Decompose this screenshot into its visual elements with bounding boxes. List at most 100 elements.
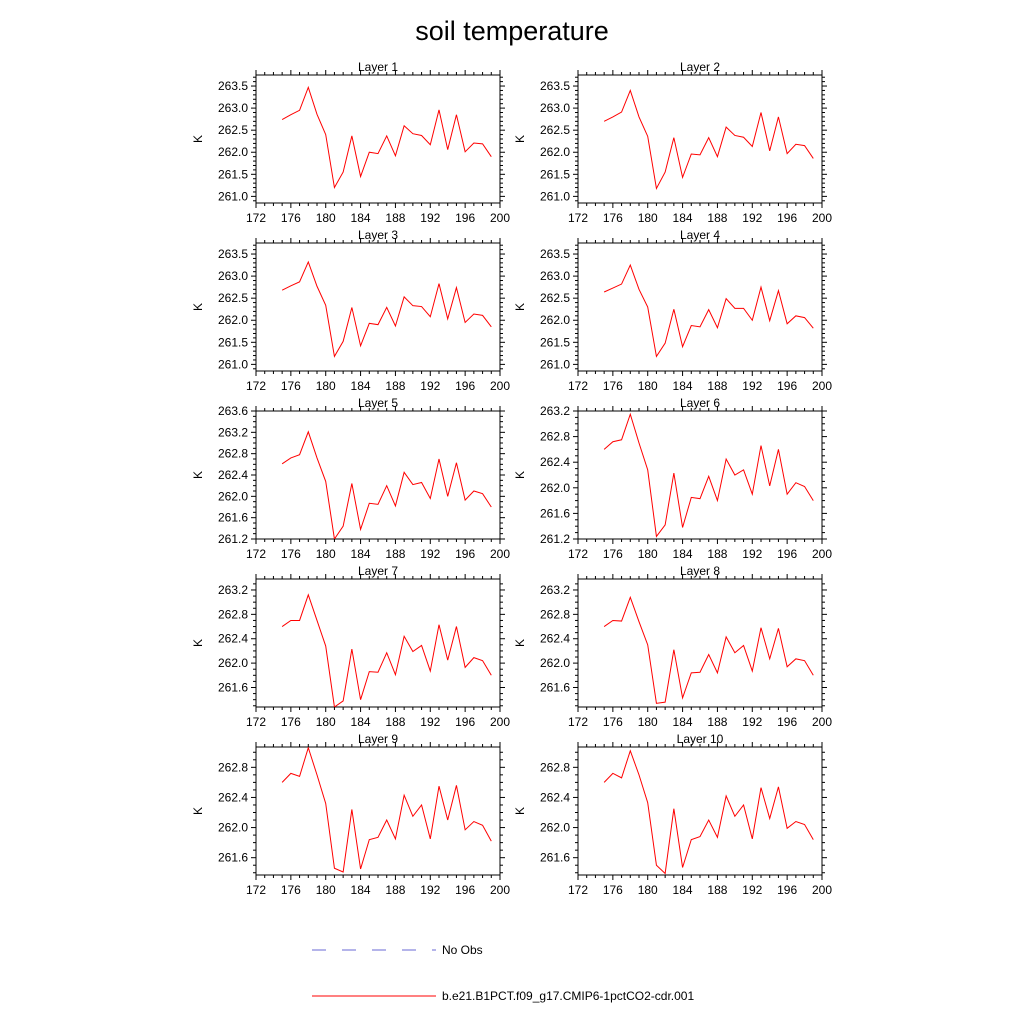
x-tick-label: 180 bbox=[638, 211, 658, 225]
x-tick-label: 184 bbox=[673, 715, 693, 729]
y-tick-label: 261.5 bbox=[540, 335, 570, 349]
x-tick-label: 200 bbox=[490, 883, 510, 897]
x-tick-label: 176 bbox=[603, 883, 623, 897]
x-tick-label: 176 bbox=[281, 883, 301, 897]
panel-title: Layer 4 bbox=[680, 228, 720, 242]
y-axis-label: K bbox=[513, 639, 527, 647]
panel-title: Layer 6 bbox=[680, 396, 720, 410]
y-tick-label: 261.6 bbox=[218, 511, 248, 525]
y-tick-label: 261.0 bbox=[218, 357, 248, 371]
x-tick-label: 184 bbox=[351, 379, 371, 393]
x-tick-label: 180 bbox=[638, 379, 658, 393]
x-tick-label: 196 bbox=[777, 547, 797, 561]
y-tick-label: 262.0 bbox=[540, 313, 570, 327]
x-tick-label: 180 bbox=[316, 547, 336, 561]
x-tick-label: 172 bbox=[246, 211, 266, 225]
x-tick-label: 184 bbox=[351, 547, 371, 561]
y-axis-label: K bbox=[513, 807, 527, 815]
x-tick-label: 180 bbox=[638, 883, 658, 897]
x-tick-label: 196 bbox=[777, 883, 797, 897]
x-tick-label: 188 bbox=[385, 715, 405, 729]
x-tick-label: 192 bbox=[420, 715, 440, 729]
x-tick-label: 188 bbox=[707, 715, 727, 729]
y-tick-label: 263.0 bbox=[218, 101, 248, 115]
x-tick-label: 180 bbox=[316, 379, 336, 393]
y-tick-label: 261.0 bbox=[218, 189, 248, 203]
legend-obs-label: No Obs bbox=[442, 943, 483, 957]
x-tick-label: 180 bbox=[638, 715, 658, 729]
plot-frame bbox=[255, 242, 501, 372]
x-tick-label: 188 bbox=[707, 379, 727, 393]
x-tick-label: 200 bbox=[812, 379, 832, 393]
x-tick-label: 188 bbox=[707, 883, 727, 897]
panel-4: Layer 4 K 172 176 180 184 188 192 196 200 261.0 261… bbox=[513, 228, 832, 393]
x-tick-label: 184 bbox=[673, 547, 693, 561]
y-tick-label: 261.5 bbox=[540, 167, 570, 181]
y-tick-label: 262.8 bbox=[540, 607, 570, 621]
x-tick-label: 200 bbox=[490, 715, 510, 729]
y-tick-label: 262.0 bbox=[218, 821, 248, 835]
x-tick-label: 192 bbox=[742, 379, 762, 393]
y-axis-label: K bbox=[513, 471, 527, 479]
x-tick-label: 192 bbox=[420, 379, 440, 393]
x-tick-label: 188 bbox=[385, 547, 405, 561]
x-tick-label: 172 bbox=[246, 379, 266, 393]
series-line-1 bbox=[281, 430, 492, 539]
x-tick-label: 196 bbox=[455, 379, 475, 393]
y-tick-label: 263.2 bbox=[540, 583, 570, 597]
y-tick-label: 263.6 bbox=[218, 404, 248, 418]
series-line-1 bbox=[603, 412, 814, 538]
series-line-1 bbox=[603, 595, 814, 704]
y-tick-label: 262.0 bbox=[540, 145, 570, 159]
x-tick-label: 192 bbox=[742, 211, 762, 225]
x-tick-label: 196 bbox=[455, 211, 475, 225]
y-tick-label: 263.2 bbox=[540, 404, 570, 418]
x-tick-label: 192 bbox=[420, 211, 440, 225]
y-tick-label: 262.8 bbox=[540, 430, 570, 444]
legend: No Obs b.e21.B1PCT.f09_g17.CMIP6-1pctCO2… bbox=[312, 943, 694, 1003]
y-tick-label: 262.0 bbox=[540, 656, 570, 670]
series-line-1 bbox=[281, 85, 492, 190]
x-tick-label: 188 bbox=[707, 211, 727, 225]
x-tick-label: 192 bbox=[742, 715, 762, 729]
series-line-1 bbox=[281, 260, 492, 358]
x-tick-label: 192 bbox=[420, 547, 440, 561]
y-tick-label: 262.0 bbox=[540, 821, 570, 835]
x-tick-label: 200 bbox=[812, 715, 832, 729]
panel-title: Layer 1 bbox=[358, 60, 398, 74]
y-tick-label: 261.5 bbox=[218, 335, 248, 349]
x-tick-label: 192 bbox=[742, 883, 762, 897]
y-tick-label: 261.6 bbox=[218, 680, 248, 694]
x-tick-label: 192 bbox=[420, 883, 440, 897]
panel-10: Layer 10 K 172 176 180 184 188 192 196 200 261.6 26… bbox=[513, 732, 832, 897]
plot-frame bbox=[255, 746, 501, 876]
y-tick-label: 262.0 bbox=[218, 489, 248, 503]
x-tick-label: 172 bbox=[246, 883, 266, 897]
y-tick-label: 262.4 bbox=[540, 632, 570, 646]
x-tick-label: 184 bbox=[351, 715, 371, 729]
x-tick-label: 184 bbox=[673, 883, 693, 897]
y-tick-label: 262.8 bbox=[218, 607, 248, 621]
y-tick-label: 261.2 bbox=[218, 532, 248, 546]
y-axis-label: K bbox=[513, 135, 527, 143]
y-tick-label: 261.2 bbox=[540, 532, 570, 546]
y-tick-label: 262.4 bbox=[540, 790, 570, 804]
y-tick-label: 261.6 bbox=[540, 680, 570, 694]
x-tick-label: 200 bbox=[490, 547, 510, 561]
x-tick-label: 176 bbox=[281, 715, 301, 729]
plot-frame bbox=[255, 578, 501, 708]
x-tick-label: 184 bbox=[673, 379, 693, 393]
x-tick-label: 188 bbox=[707, 547, 727, 561]
x-tick-label: 176 bbox=[603, 547, 623, 561]
plot-frame bbox=[577, 746, 823, 876]
panel-title: Layer 8 bbox=[680, 564, 720, 578]
panel-5: Layer 5 K 172 176 180 184 188 192 196 200 261.2 261… bbox=[191, 396, 510, 561]
x-tick-label: 196 bbox=[455, 547, 475, 561]
chart-title: soil temperature bbox=[415, 16, 609, 46]
x-tick-label: 196 bbox=[777, 379, 797, 393]
plot-frame bbox=[577, 74, 823, 204]
y-axis-label: K bbox=[191, 639, 205, 647]
panel-2: Layer 2 K 172 176 180 184 188 192 196 200 261.0 261… bbox=[513, 60, 832, 225]
series-line-1 bbox=[603, 749, 814, 875]
